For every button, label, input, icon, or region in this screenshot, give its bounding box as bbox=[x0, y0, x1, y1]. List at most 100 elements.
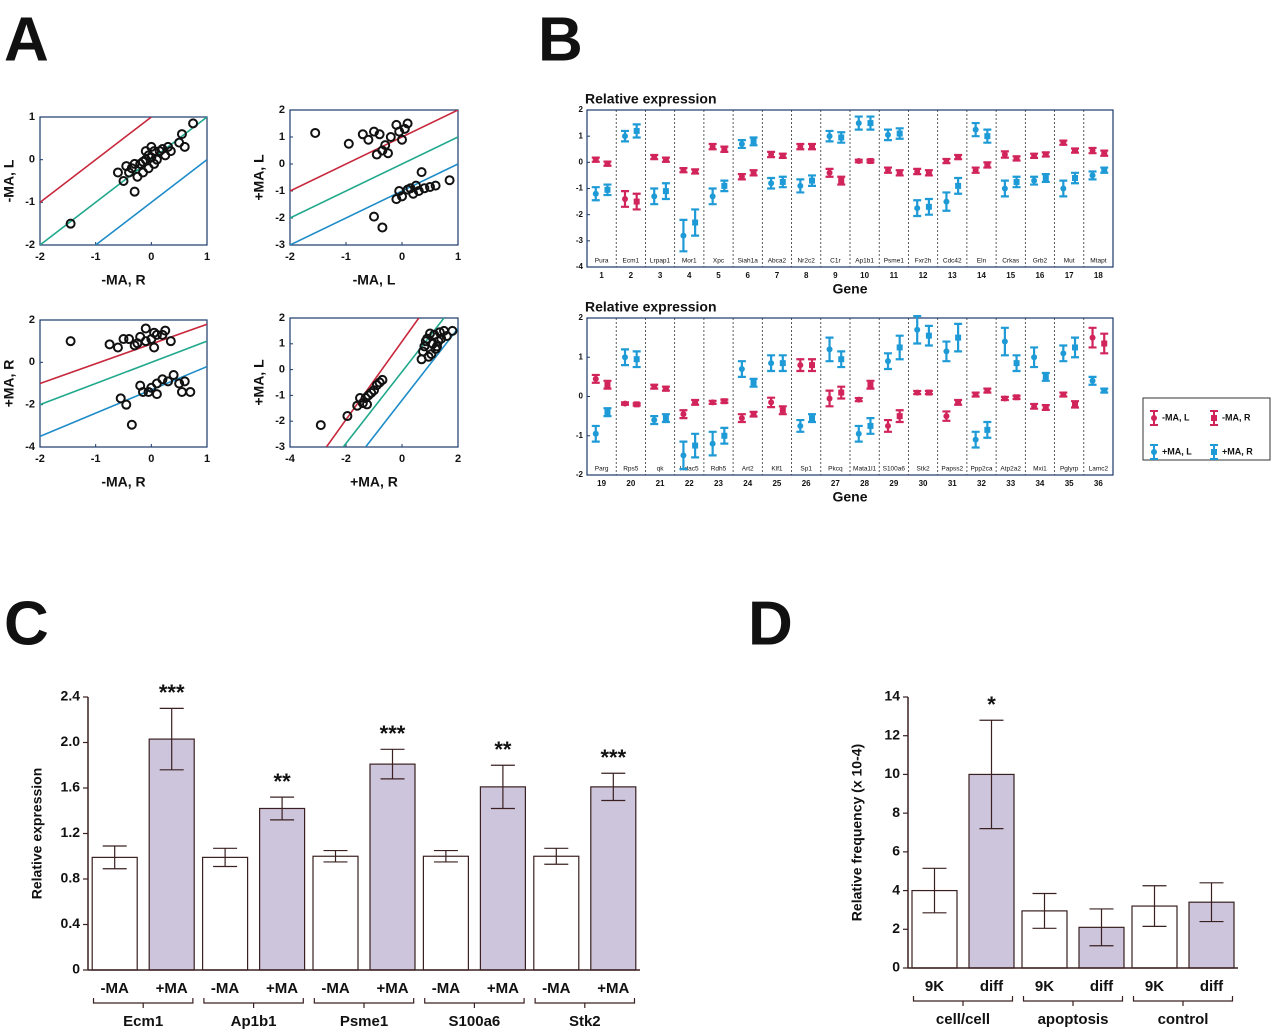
gene-number: 28 bbox=[860, 479, 869, 488]
y-tick-label: 2 bbox=[579, 313, 584, 322]
point bbox=[1001, 395, 1008, 402]
x-axis-label: -MA, L bbox=[353, 272, 396, 288]
point bbox=[855, 120, 862, 127]
gene-number: 30 bbox=[919, 479, 928, 488]
y-tick-label: -3 bbox=[275, 441, 285, 453]
bar-sublabel: 9K bbox=[925, 978, 944, 995]
point bbox=[826, 346, 833, 353]
point bbox=[925, 389, 932, 396]
point bbox=[426, 349, 437, 360]
y-tick-label: 12 bbox=[884, 726, 900, 742]
gene-number: 24 bbox=[743, 479, 752, 488]
point bbox=[1013, 155, 1020, 162]
bar-sublabel: +MA bbox=[597, 980, 629, 997]
point bbox=[943, 158, 950, 165]
point bbox=[362, 399, 372, 410]
gene-name: Mata1l1 bbox=[853, 466, 877, 473]
point bbox=[692, 399, 699, 406]
category-label: Ecm1 bbox=[123, 1013, 163, 1030]
point bbox=[444, 175, 455, 186]
point bbox=[621, 133, 628, 140]
point bbox=[1060, 350, 1067, 357]
gene-name: Nr2c2 bbox=[797, 258, 815, 265]
y-tick-label: 0 bbox=[579, 157, 584, 166]
point bbox=[984, 161, 991, 168]
point bbox=[118, 176, 129, 186]
y-axis-label: Relative expression bbox=[29, 768, 45, 900]
point bbox=[151, 389, 162, 400]
x-tick-label: 0 bbox=[399, 251, 405, 263]
point bbox=[1013, 360, 1020, 367]
x-tick-label: 1 bbox=[455, 251, 461, 263]
gene-number: 35 bbox=[1065, 479, 1074, 488]
y-tick-label: -1 bbox=[275, 389, 285, 401]
category-label: S100a6 bbox=[449, 1013, 501, 1030]
bar-sublabel: 9K bbox=[1145, 978, 1164, 995]
gene-name: Atp2a2 bbox=[1000, 466, 1021, 473]
significance: *** bbox=[380, 721, 406, 746]
legend-marker bbox=[1211, 449, 1217, 455]
gene-number: 26 bbox=[802, 479, 811, 488]
x-tick-label: -1 bbox=[341, 251, 351, 263]
gene-number: 14 bbox=[977, 271, 986, 280]
x-axis-label: Gene bbox=[832, 281, 867, 297]
gene-name: Fxr2h bbox=[915, 258, 932, 265]
point bbox=[425, 181, 435, 192]
group-bracket bbox=[92, 998, 194, 1008]
y-tick-label: 1 bbox=[279, 131, 285, 143]
bar-sublabel: -MA bbox=[321, 980, 349, 997]
point bbox=[121, 399, 132, 410]
point bbox=[413, 186, 424, 196]
point bbox=[914, 205, 921, 212]
x-tick-label: -4 bbox=[285, 453, 296, 465]
gene-name: Mxi1 bbox=[1033, 466, 1047, 473]
x-tick-label: -2 bbox=[285, 251, 295, 263]
gene-name: Pkcq bbox=[828, 466, 843, 473]
point bbox=[160, 325, 171, 336]
point bbox=[709, 143, 716, 150]
y-tick-label: -3 bbox=[275, 239, 285, 251]
point bbox=[943, 198, 950, 205]
bar-sublabel: 9K bbox=[1035, 978, 1054, 995]
point bbox=[809, 362, 816, 369]
y-tick-label: 14 bbox=[884, 688, 900, 704]
bar bbox=[479, 786, 526, 971]
bar bbox=[202, 856, 249, 971]
gene-number: 36 bbox=[1094, 479, 1103, 488]
gene-number: 20 bbox=[626, 479, 635, 488]
gene-name: qk bbox=[657, 466, 665, 473]
gene-name: Parg bbox=[595, 466, 609, 473]
gene-number: 18 bbox=[1094, 271, 1103, 280]
gene-name: Mut bbox=[1064, 258, 1075, 265]
point bbox=[680, 167, 687, 174]
bar bbox=[369, 763, 416, 971]
category-label: Stk2 bbox=[569, 1013, 601, 1030]
point bbox=[1042, 151, 1049, 158]
point bbox=[315, 420, 326, 431]
significance: *** bbox=[600, 745, 626, 770]
gene-number: 12 bbox=[919, 271, 928, 280]
point bbox=[168, 370, 179, 381]
gene-name: Lamc2 bbox=[1089, 466, 1109, 473]
point bbox=[738, 415, 745, 422]
error-bar bbox=[159, 707, 184, 771]
point bbox=[1001, 151, 1008, 158]
point bbox=[441, 331, 452, 342]
bar bbox=[91, 856, 138, 971]
y-tick-label: 1.2 bbox=[61, 824, 81, 840]
point bbox=[310, 127, 321, 138]
x-tick-label: 0 bbox=[399, 453, 405, 465]
point bbox=[925, 332, 932, 339]
error-bar bbox=[601, 772, 626, 802]
point bbox=[592, 156, 599, 163]
x-tick-label: 1 bbox=[204, 251, 210, 263]
y-tick-label: 0 bbox=[579, 392, 584, 401]
point bbox=[867, 381, 874, 388]
reference-line bbox=[290, 163, 458, 245]
point bbox=[604, 160, 611, 167]
gene-name: C1r bbox=[830, 258, 841, 265]
point bbox=[1013, 178, 1020, 185]
gene-name: Ecm1 bbox=[623, 258, 640, 265]
category-label: Psme1 bbox=[340, 1013, 388, 1030]
